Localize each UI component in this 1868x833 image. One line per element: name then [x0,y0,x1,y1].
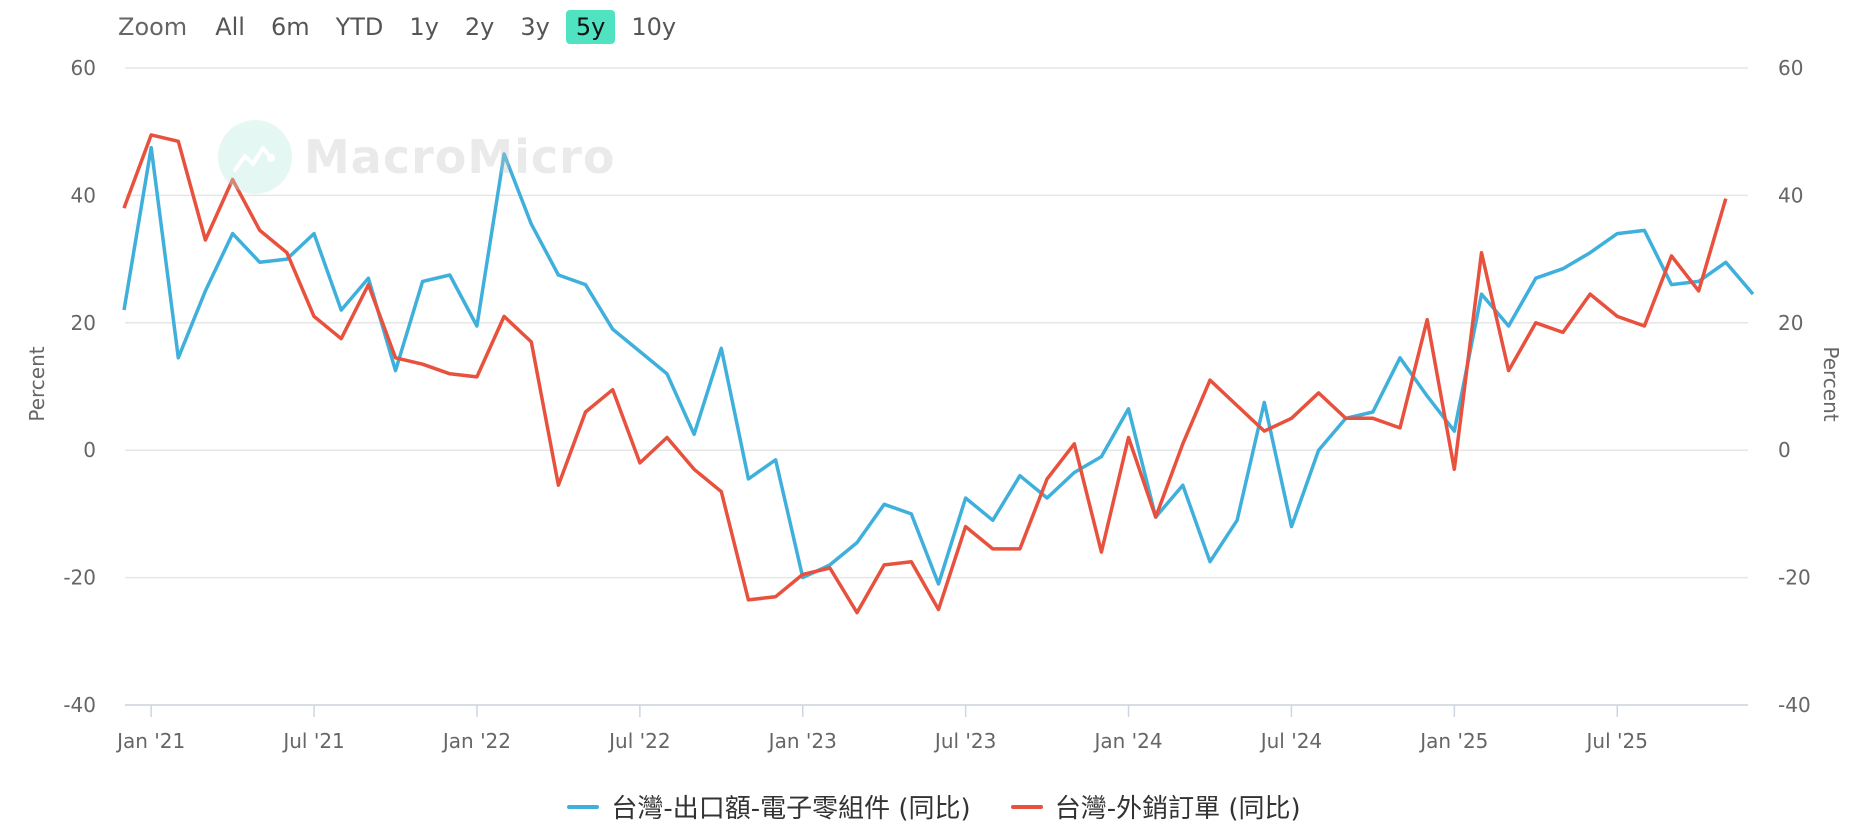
y-tick-label-right: -20 [1778,566,1811,590]
zoom-bar: Zoom All 6m YTD 1y 2y 3y 5y 10y [118,8,686,46]
x-tick-label: Jul '24 [1259,729,1322,753]
y-axis-title-right: Percent [1819,346,1843,421]
x-tick-label: Jan '23 [767,729,837,753]
x-tick-label: Jan '25 [1418,729,1488,753]
zoom-all-button[interactable]: All [215,13,245,41]
x-tick-label: Jul '21 [281,729,344,753]
zoom-5y-button[interactable]: 5y [565,10,616,44]
zoom-2y-button[interactable]: 2y [464,13,495,41]
legend-item-series1[interactable]: 台灣-出口額-電子零組件 (同比) [567,788,971,825]
watermark: MacroMicro [218,120,615,194]
y-tick-label-right: -40 [1778,693,1811,717]
y-axis-left: -40 -20 0 20 40 60 [63,56,96,717]
x-tick-label: Jul '25 [1585,729,1648,753]
zoom-1y-button[interactable]: 1y [409,13,439,41]
y-tick-label-left: 20 [71,311,96,335]
legend-label-series1: 台灣-出口額-電子零組件 (同比) [611,794,971,824]
series-line-2[interactable] [122,133,1728,615]
watermark-text: MacroMicro [304,130,616,184]
x-tick-label: Jan '22 [441,729,511,753]
legend-swatch-series1 [567,804,600,809]
y-tick-label-right: 40 [1778,183,1803,207]
x-tick-label: Jan '21 [115,729,185,753]
x-axis: Jan '21 Jul '21 Jan '22 Jul '22 Jan '23 Jul '… [115,704,1748,753]
legend-label-series2: 台灣-外銷訂單 (同比) [1054,794,1301,824]
y-tick-label-right: 0 [1778,438,1791,462]
y-axis-title-left: Percent [25,346,49,421]
macromicro-logo-icon [218,120,292,194]
legend: 台灣-出口額-電子零組件 (同比) 台灣-外銷訂單 (同比) [0,788,1868,825]
y-tick-label-right: 60 [1778,56,1803,80]
x-tick-label: Jul '23 [933,729,996,753]
x-tick-label: Jan '24 [1092,729,1162,753]
zoom-label: Zoom [118,13,188,41]
zoom-ytd-button[interactable]: YTD [335,13,384,41]
x-tick-label: Jul '22 [607,729,670,753]
y-tick-label-left: -40 [63,693,96,717]
series-group [122,133,1755,615]
y-tick-label-right: 20 [1778,311,1803,335]
zoom-3y-button[interactable]: 3y [520,13,550,41]
y-tick-label-left: 60 [71,56,96,80]
y-tick-label-left: 40 [71,183,96,207]
legend-swatch-series2 [1010,804,1043,809]
y-tick-label-left: 0 [83,438,96,462]
legend-item-series2[interactable]: 台灣-外銷訂單 (同比) [1010,788,1301,825]
y-axis-right: -40 -20 0 20 40 60 [1778,56,1811,717]
zoom-6m-button[interactable]: 6m [270,13,310,41]
series-line-1[interactable] [122,145,1755,586]
zoom-10y-button[interactable]: 10y [631,13,677,41]
y-tick-label-left: -20 [63,566,96,590]
